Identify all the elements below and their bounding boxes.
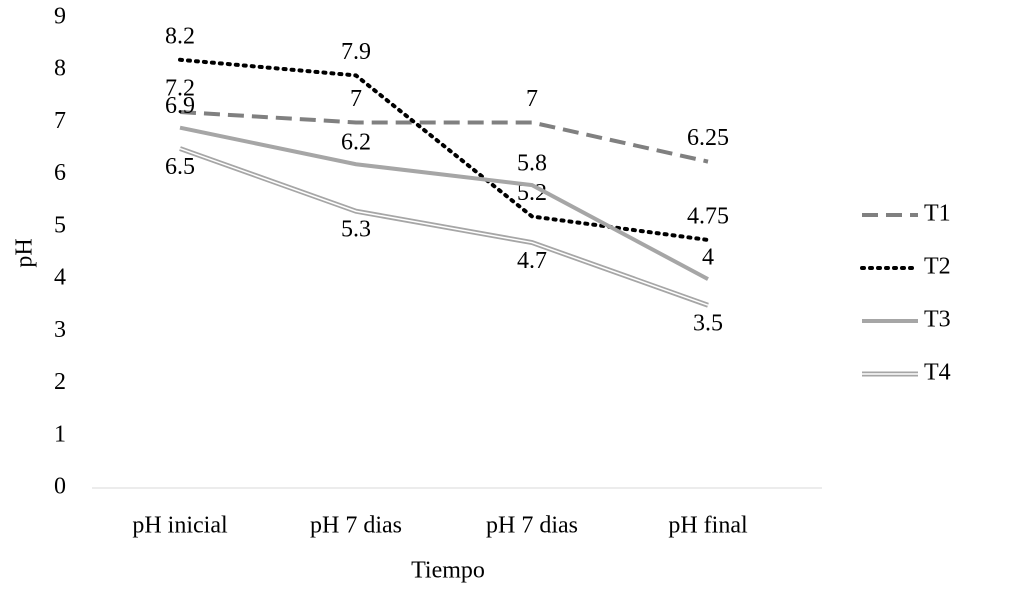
y-axis-title: pH <box>12 238 38 267</box>
legend-label: T4 <box>924 360 951 386</box>
double-line-inner <box>179 147 709 306</box>
legend-label: T3 <box>924 307 951 333</box>
data-label: 8.2 <box>165 23 195 49</box>
series-line <box>178 57 710 242</box>
data-label: 7.9 <box>341 39 371 65</box>
data-label: 7 <box>350 86 362 112</box>
x-tick-label: pH final <box>668 513 748 539</box>
data-label: 7 <box>526 86 538 112</box>
y-tick-label: 7 <box>54 108 66 134</box>
x-tick-label: pH inicial <box>132 513 228 539</box>
y-tick-label: 2 <box>54 369 66 395</box>
x-tick-label: pH 7 dias <box>486 513 578 539</box>
legend-label: T1 <box>924 201 951 227</box>
y-tick-label: 8 <box>54 56 66 82</box>
data-label: 6.25 <box>687 125 729 151</box>
data-label: 6.9 <box>165 93 195 119</box>
y-tick-label: 5 <box>54 212 66 238</box>
data-label: 5.8 <box>517 151 547 177</box>
data-label: 4.75 <box>687 203 729 229</box>
data-label: 4 <box>702 245 714 271</box>
y-tick-label: 4 <box>54 265 66 291</box>
legend-label: T2 <box>924 254 951 280</box>
data-label: 6.2 <box>341 130 371 156</box>
data-label: 4.7 <box>517 248 547 274</box>
series-line <box>179 125 709 281</box>
series-line <box>179 110 709 164</box>
y-tick-label: 6 <box>54 160 66 186</box>
data-label: 3.5 <box>693 311 723 337</box>
data-label: 7.2 <box>165 76 195 102</box>
x-tick-label: pH 7 dias <box>310 513 402 539</box>
y-tick-label: 1 <box>54 421 66 447</box>
data-label: 5.3 <box>341 217 371 243</box>
y-tick-label: 3 <box>54 317 66 343</box>
y-tick-label: 0 <box>54 474 66 500</box>
x-axis-title: Tiempo <box>411 558 485 584</box>
y-tick-label: 9 <box>54 4 66 30</box>
data-label: 6.5 <box>165 154 195 180</box>
